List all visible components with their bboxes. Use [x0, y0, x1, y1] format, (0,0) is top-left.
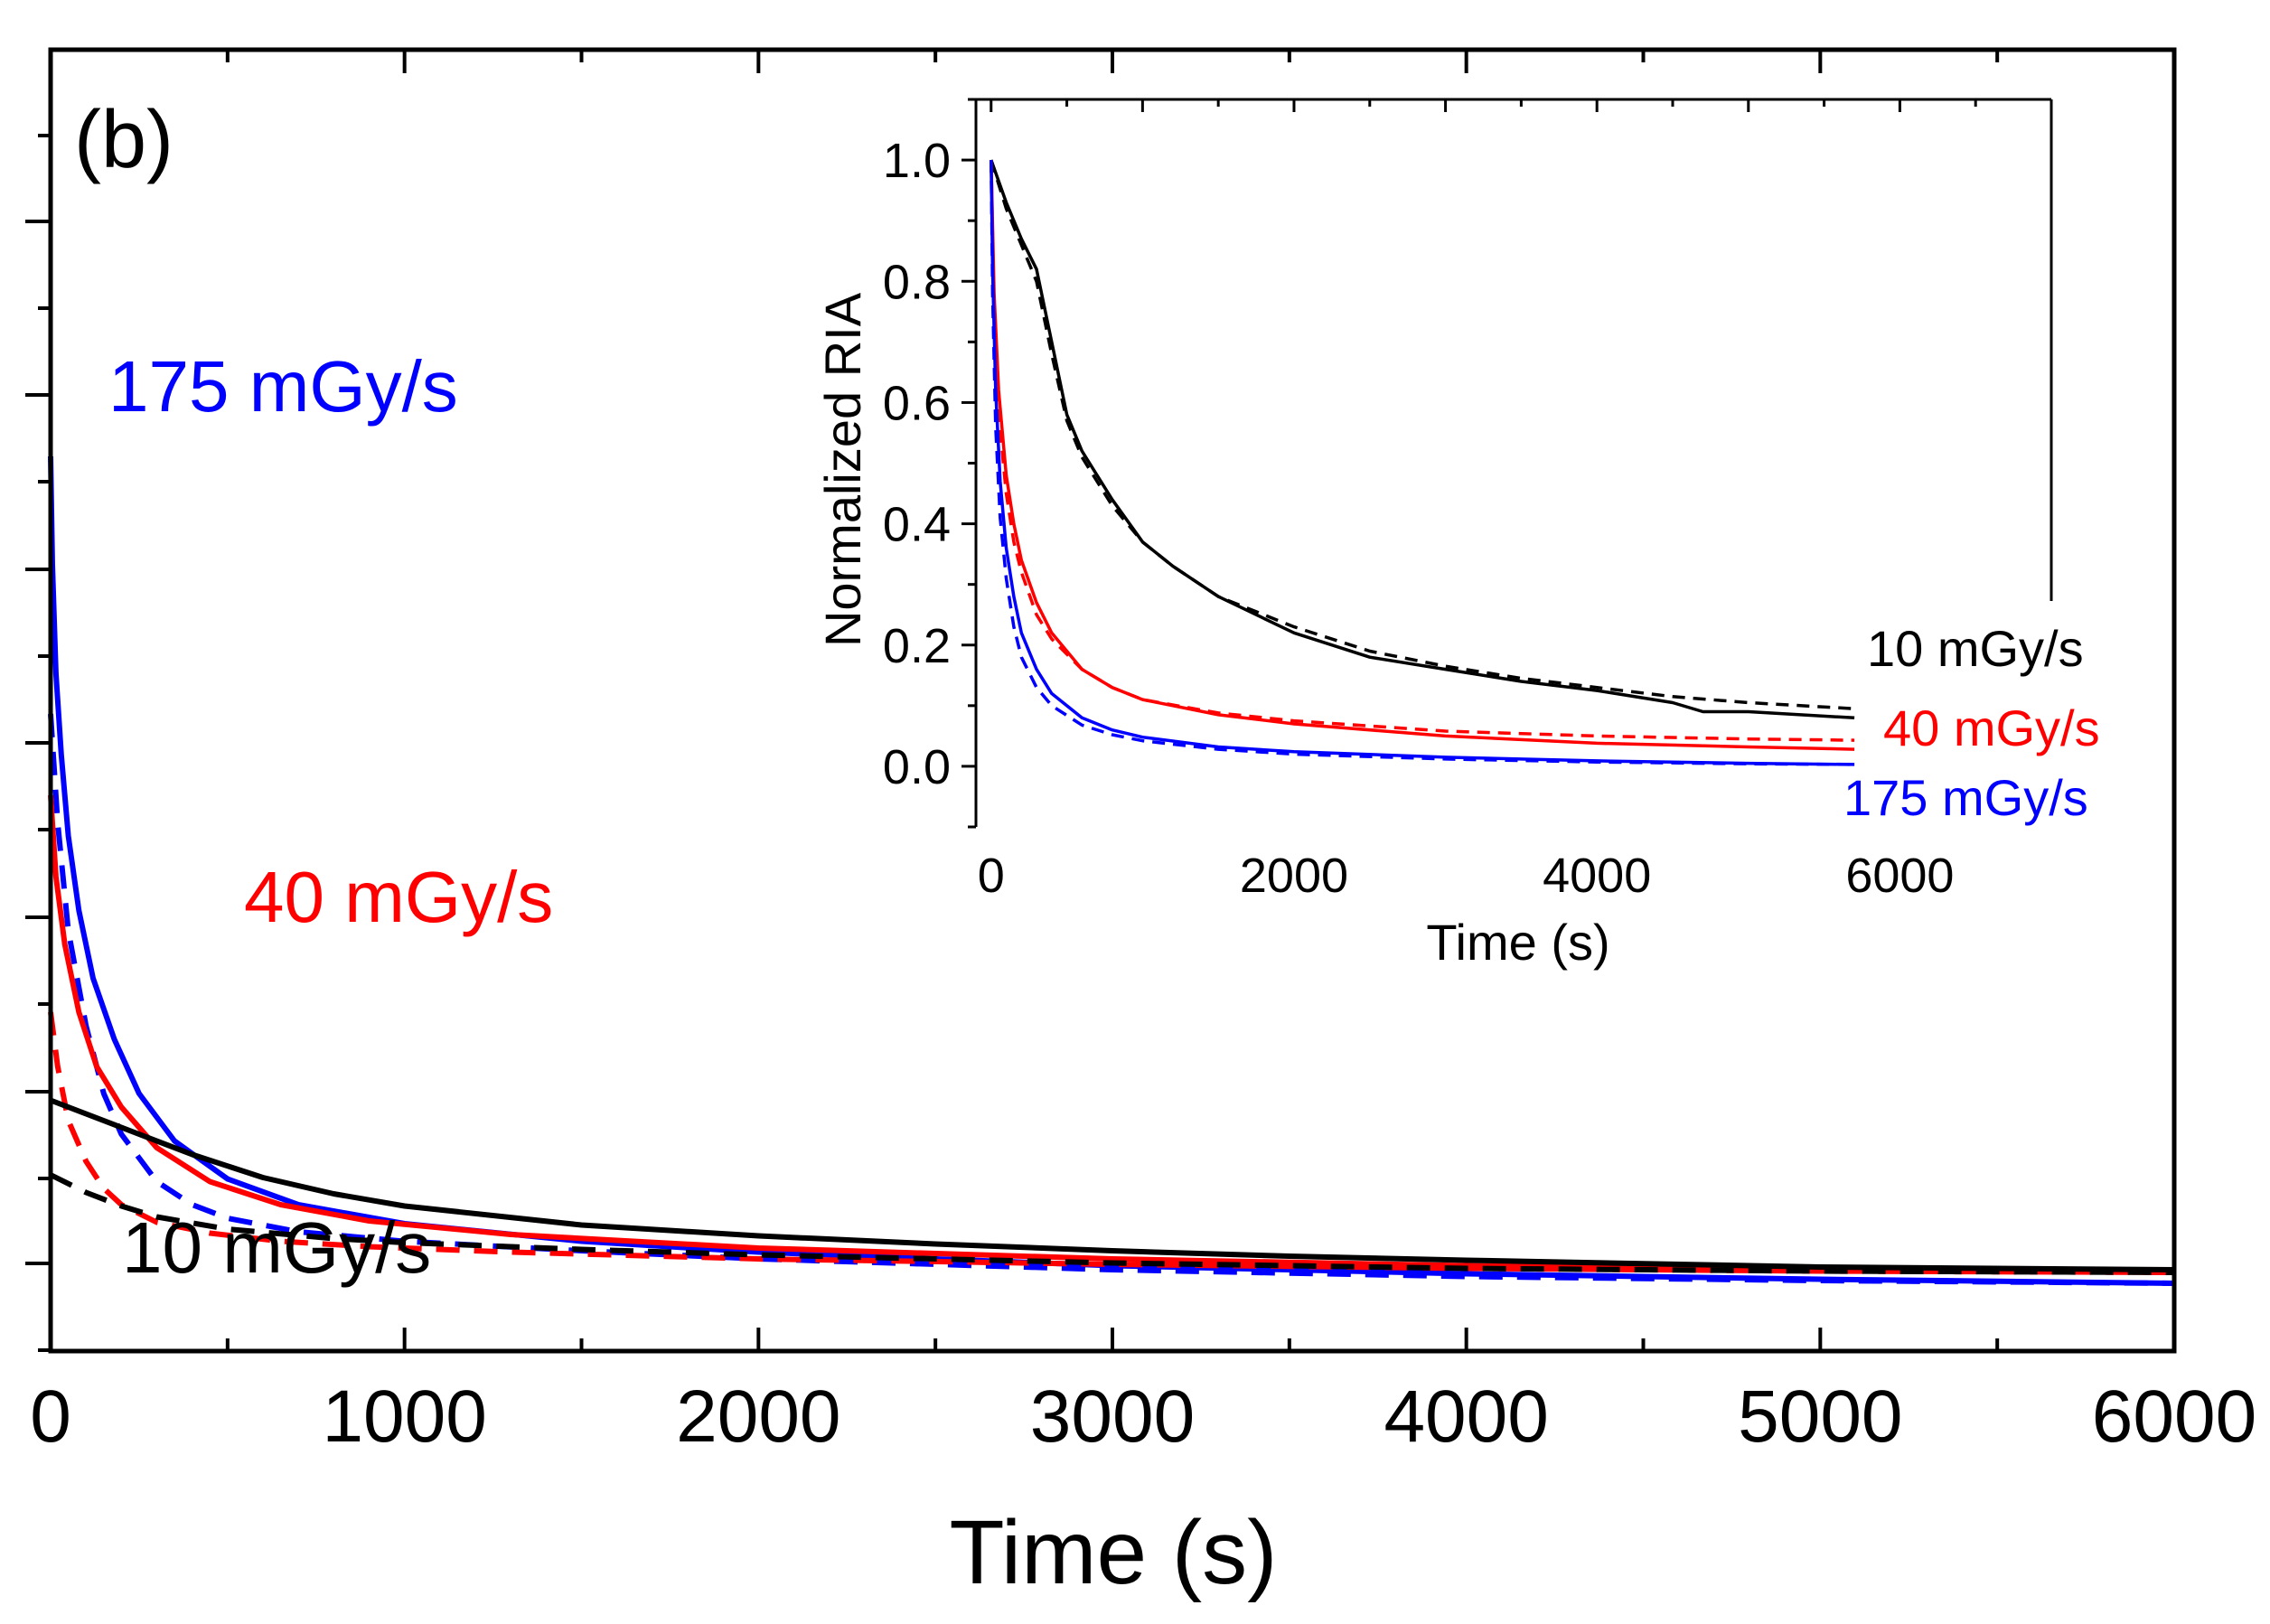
inset-y-tick-label-4: 0.8 [883, 255, 951, 309]
main-series-40-mgy-s-measured [48, 794, 2175, 1275]
inset-x-axis-label: Time (s) [1426, 914, 1609, 971]
inset-series-40-mgy-s-fit [990, 160, 1855, 742]
main-x-tick-label-2000: 2000 [676, 1375, 840, 1458]
main-x-tick-label-1000: 1000 [322, 1375, 486, 1458]
main-annotation-175: 175 mGy/s [108, 346, 458, 427]
inset-plot-axes: 0.0 0.2 0.4 0.6 0.8 1.0 0 2000 4000 6000 [883, 98, 2053, 903]
inset-y-tick-label-3: 0.6 [883, 376, 951, 430]
inset-y-axis-label: Normalized RIA [814, 292, 871, 647]
main-x-tick-label-4000: 4000 [1384, 1375, 1548, 1458]
inset-x-tick-label-2000: 2000 [1240, 849, 1348, 903]
panel-label: (b) [74, 95, 174, 185]
inset-y-tick-label-0: 0.0 [883, 740, 951, 794]
main-plot-axes: 0 1000 2000 3000 4000 5000 6000 [25, 47, 2256, 1458]
inset-x-tick-label-4000: 4000 [1543, 849, 1651, 903]
main-x-tick-label-0: 0 [30, 1375, 71, 1458]
main-annotation-10: 10 mGy/s [122, 1207, 431, 1288]
main-annotation-40: 40 mGy/s [244, 857, 553, 937]
main-series-40-mgy-s-fit [48, 1011, 2175, 1275]
inset-annotation-40: 40 mGy/s [1883, 699, 2100, 756]
main-x-tick-label-6000: 6000 [2092, 1375, 2256, 1458]
main-series-10-mgy-s-measured [49, 1097, 2175, 1272]
main-series-10-mgy-s-fit [49, 1172, 2175, 1275]
inset-background [931, 86, 2133, 1003]
inset-annotation-10: 10 mGy/s [1867, 620, 2084, 677]
main-x-tick-label-3000: 3000 [1030, 1375, 1195, 1458]
inset-x-tick-label-0: 0 [978, 849, 1005, 903]
main-plot-series [48, 455, 2175, 1286]
main-x-tick-label-5000: 5000 [1738, 1375, 1902, 1458]
inset-y-tick-label-1: 0.2 [883, 619, 951, 673]
main-series-175-mgy-s-fit [48, 713, 2175, 1286]
inset-x-tick-label-6000: 6000 [1845, 849, 1954, 903]
inset-series-175-mgy-s-fit [990, 160, 1855, 766]
inset-series-10-mgy-s-fit [990, 159, 1855, 710]
inset-annotation-175: 175 mGy/s [1843, 769, 2088, 826]
main-x-axis-label: Time (s) [950, 1502, 1278, 1603]
inset-plot-series [990, 159, 1855, 766]
inset-y-tick-label-2: 0.4 [883, 498, 951, 552]
inset-y-tick-label-5: 1.0 [883, 134, 951, 188]
inset-series-175-mgy-s-measured [990, 160, 1855, 766]
